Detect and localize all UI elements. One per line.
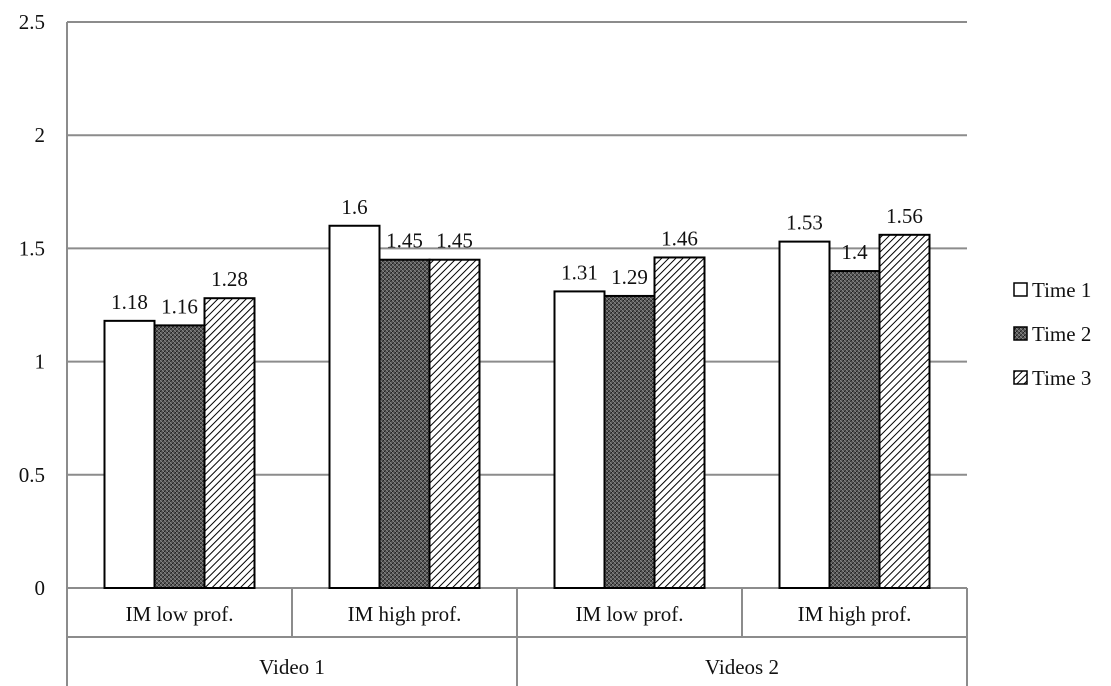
bar	[153, 324, 206, 589]
legend: Time 1 Time 2 Time 3	[1013, 278, 1091, 390]
y-tick-label: 0	[35, 576, 46, 600]
legend-swatch	[1013, 282, 1028, 297]
category-label: IM high prof.	[798, 602, 912, 626]
bar	[828, 270, 881, 589]
bar	[328, 224, 381, 589]
y-tick-label: 1.5	[19, 236, 45, 260]
legend-swatch	[1013, 370, 1028, 385]
data-label: 1.45	[436, 229, 473, 253]
axes: 0 0.5 1 1.5 2 2.5 IM low prof. IM high prof. IM …	[19, 10, 968, 686]
data-label: 1.18	[111, 290, 148, 314]
bar	[428, 258, 481, 589]
bar	[378, 258, 431, 589]
bar	[553, 290, 606, 589]
data-label: 1.4	[841, 240, 868, 264]
data-label: 1.46	[661, 226, 698, 250]
legend-label: Time 3	[1032, 366, 1091, 390]
data-label: 1.45	[386, 229, 423, 253]
data-label: 1.16	[161, 294, 198, 318]
bar	[203, 297, 256, 589]
group-label: Videos 2	[705, 655, 779, 679]
bar	[778, 240, 831, 589]
group-label: Video 1	[259, 655, 325, 679]
data-label: 1.56	[886, 204, 923, 228]
data-label: 1.31	[561, 260, 598, 284]
data-label: 1.29	[611, 265, 648, 289]
bar	[103, 319, 156, 589]
bar	[878, 233, 931, 589]
y-tick-label: 0.5	[19, 463, 45, 487]
legend-swatch	[1013, 326, 1028, 341]
data-label: 1.53	[786, 211, 823, 235]
data-label: 1.28	[211, 267, 248, 291]
bar	[653, 256, 706, 589]
y-tick-label: 2	[35, 123, 46, 147]
bar	[603, 294, 656, 589]
bars	[103, 224, 931, 589]
category-label: IM low prof.	[576, 602, 684, 626]
data-label: 1.6	[341, 195, 367, 219]
category-label: IM high prof.	[348, 602, 462, 626]
y-tick-label: 2.5	[19, 10, 45, 34]
legend-label: Time 1	[1032, 278, 1091, 302]
legend-label: Time 2	[1032, 322, 1091, 346]
data-labels: 1.18 1.16 1.28 1.6 1.45 1.45 1.31 1.29 1.46 1.53 1…	[111, 195, 923, 319]
category-label: IM low prof.	[126, 602, 234, 626]
y-tick-label: 1	[35, 350, 46, 374]
